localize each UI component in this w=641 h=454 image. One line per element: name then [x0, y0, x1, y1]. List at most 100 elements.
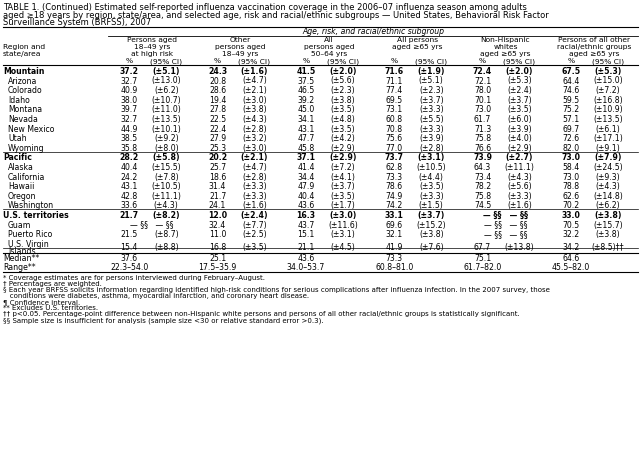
Text: (±3.5): (±3.5): [331, 192, 355, 201]
Text: 77.0: 77.0: [386, 144, 403, 153]
Text: 69.5: 69.5: [386, 96, 403, 105]
Text: Median**: Median**: [3, 254, 39, 263]
Text: (±2.4): (±2.4): [507, 86, 532, 95]
Text: aged ≥65 yrs: aged ≥65 yrs: [569, 50, 619, 57]
Text: 41.9: 41.9: [385, 243, 403, 252]
Text: All: All: [324, 37, 333, 43]
Text: 71.1: 71.1: [385, 77, 403, 85]
Text: 45.5–82.0: 45.5–82.0: [552, 263, 590, 272]
Text: (±7.6): (±7.6): [419, 243, 444, 252]
Text: (±10.5): (±10.5): [151, 182, 181, 191]
Text: 75.6: 75.6: [386, 134, 403, 143]
Text: 43.6: 43.6: [297, 201, 315, 210]
Text: 18.6: 18.6: [209, 173, 226, 182]
Text: (±2.8): (±2.8): [242, 124, 267, 133]
Text: 24.2: 24.2: [121, 173, 138, 182]
Text: (±3.5): (±3.5): [507, 105, 532, 114]
Text: Mountain: Mountain: [3, 67, 44, 76]
Text: racial/ethnic groups: racial/ethnic groups: [556, 44, 631, 50]
Text: — §§   — §§: — §§ — §§: [483, 211, 528, 220]
Text: 40.9: 40.9: [121, 86, 138, 95]
Text: 58.4: 58.4: [562, 163, 579, 172]
Text: 32.2: 32.2: [562, 230, 579, 239]
Text: (±5.1): (±5.1): [153, 67, 180, 76]
Text: 25.7: 25.7: [209, 163, 226, 172]
Text: %: %: [214, 59, 221, 64]
Text: (±3.5): (±3.5): [331, 105, 355, 114]
Text: U.S. Virgin: U.S. Virgin: [8, 240, 49, 249]
Text: (±7.8): (±7.8): [154, 173, 179, 182]
Text: All persons: All persons: [397, 37, 438, 43]
Text: 67.5: 67.5: [562, 67, 581, 76]
Text: 73.3: 73.3: [386, 173, 403, 182]
Text: 43.1: 43.1: [297, 124, 315, 133]
Text: 21.5: 21.5: [121, 230, 138, 239]
Text: conditions were diabetes, asthma, myocardial infarction, and coronary heart dise: conditions were diabetes, asthma, myocar…: [3, 293, 309, 299]
Text: 31.4: 31.4: [209, 182, 226, 191]
Text: (±4.1): (±4.1): [331, 173, 355, 182]
Text: Islands: Islands: [8, 247, 36, 256]
Text: 78.0: 78.0: [474, 86, 491, 95]
Text: 72.6: 72.6: [562, 134, 579, 143]
Text: (±3.1): (±3.1): [417, 153, 445, 162]
Text: (±13.8): (±13.8): [504, 243, 535, 252]
Text: (±2.9): (±2.9): [507, 144, 532, 153]
Text: (±3.7): (±3.7): [419, 96, 444, 105]
Text: 40.4: 40.4: [121, 163, 138, 172]
Text: 21.1: 21.1: [297, 243, 315, 252]
Text: 37.6: 37.6: [121, 254, 138, 263]
Text: aged ≥65 yrs: aged ≥65 yrs: [480, 50, 531, 57]
Text: 73.7: 73.7: [385, 153, 404, 162]
Text: Montana: Montana: [8, 105, 42, 114]
Text: 76.6: 76.6: [474, 144, 491, 153]
Text: (95% CI): (95% CI): [327, 59, 359, 65]
Text: (±2.3): (±2.3): [331, 86, 355, 95]
Text: (±3.5): (±3.5): [242, 243, 267, 252]
Text: 15.1: 15.1: [297, 230, 315, 239]
Text: 20.2: 20.2: [208, 153, 227, 162]
Text: 75.1: 75.1: [474, 254, 491, 263]
Text: (±4.2): (±4.2): [331, 134, 355, 143]
Text: 37.2: 37.2: [120, 67, 138, 76]
Text: (±1.9): (±1.9): [417, 67, 445, 76]
Text: (±13.5): (±13.5): [151, 115, 181, 124]
Text: 74.2: 74.2: [386, 201, 403, 210]
Text: (±9.3): (±9.3): [595, 173, 620, 182]
Text: 60.8–81.0: 60.8–81.0: [375, 263, 413, 272]
Text: 73.0: 73.0: [562, 153, 580, 162]
Text: 34.4: 34.4: [297, 173, 315, 182]
Text: (±15.7): (±15.7): [593, 221, 622, 230]
Text: 15.4: 15.4: [121, 243, 138, 252]
Text: persons aged: persons aged: [215, 44, 266, 50]
Text: (±5.3): (±5.3): [507, 77, 532, 85]
Text: %: %: [567, 59, 574, 64]
Text: (±4.3): (±4.3): [242, 115, 267, 124]
Text: 72.4: 72.4: [473, 67, 492, 76]
Text: 22.5: 22.5: [209, 115, 226, 124]
Text: 40.4: 40.4: [297, 192, 315, 201]
Text: (±3.5): (±3.5): [331, 124, 355, 133]
Text: 64.6: 64.6: [562, 254, 579, 263]
Text: Range**: Range**: [3, 263, 36, 272]
Text: Region and: Region and: [3, 44, 45, 50]
Text: 33.6: 33.6: [121, 201, 138, 210]
Text: 59.5: 59.5: [562, 96, 579, 105]
Text: (±1.6): (±1.6): [242, 201, 267, 210]
Text: (±11.0): (±11.0): [151, 105, 181, 114]
Text: 42.8: 42.8: [121, 192, 138, 201]
Text: (±2.0): (±2.0): [506, 67, 533, 76]
Text: 71.3: 71.3: [474, 124, 491, 133]
Text: — §§   — §§: — §§ — §§: [130, 221, 174, 230]
Text: (±6.1): (±6.1): [595, 124, 620, 133]
Text: Guam: Guam: [8, 221, 31, 230]
Text: (±6.0): (±6.0): [507, 115, 532, 124]
Text: 69.6: 69.6: [386, 221, 403, 230]
Text: (±10.9): (±10.9): [593, 105, 622, 114]
Text: (±17.1): (±17.1): [593, 134, 623, 143]
Text: 16.8: 16.8: [209, 243, 226, 252]
Text: 82.0: 82.0: [562, 144, 579, 153]
Text: 73.1: 73.1: [386, 105, 403, 114]
Text: (±3.1): (±3.1): [331, 230, 355, 239]
Text: 39.7: 39.7: [121, 105, 138, 114]
Text: (±7.7): (±7.7): [242, 221, 267, 230]
